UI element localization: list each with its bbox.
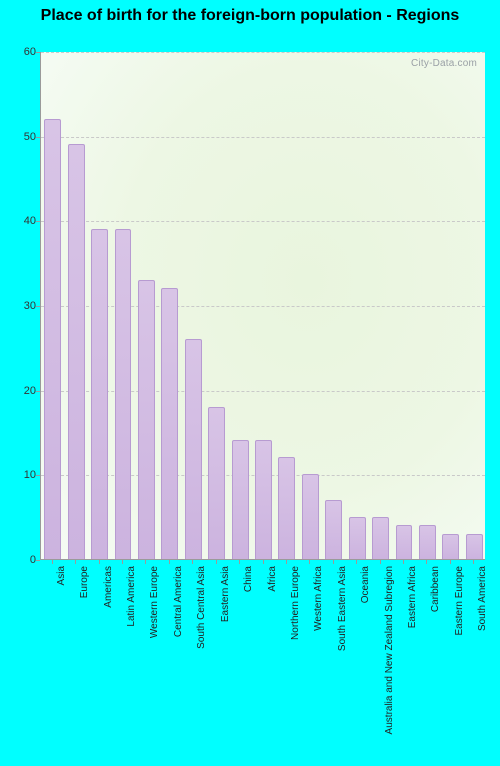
bar — [208, 407, 225, 559]
x-tick-label: Eastern Africa — [407, 566, 418, 766]
x-tick-label: Caribbean — [430, 566, 441, 766]
y-tick-label: 40 — [2, 215, 36, 227]
x-tick-label: Latin America — [126, 566, 137, 766]
chart-container: Place of birth for the foreign-born popu… — [0, 0, 500, 766]
x-tick-mark — [192, 560, 193, 564]
y-tick-label: 10 — [2, 469, 36, 481]
y-tick-mark — [36, 560, 40, 561]
x-tick-label: Asia — [56, 566, 67, 766]
bar — [278, 457, 295, 559]
y-tick-label: 60 — [2, 46, 36, 58]
bar — [161, 288, 178, 559]
x-tick-mark — [145, 560, 146, 564]
bar — [255, 440, 272, 559]
x-tick-label: Eastern Asia — [220, 566, 231, 766]
y-tick-label: 20 — [2, 385, 36, 397]
bar — [419, 525, 436, 559]
y-tick-label: 30 — [2, 300, 36, 312]
x-tick-mark — [473, 560, 474, 564]
y-tick-label: 0 — [2, 554, 36, 566]
watermark: City-Data.com — [411, 58, 477, 69]
x-tick-label: Northern Europe — [290, 566, 301, 766]
gridline — [41, 52, 485, 53]
bar — [466, 534, 483, 559]
gridline — [41, 221, 485, 222]
x-tick-label: Australia and New Zealand Subregion — [384, 566, 395, 766]
bar — [232, 440, 249, 559]
x-tick-label: Americas — [103, 566, 114, 766]
x-tick-mark — [122, 560, 123, 564]
bar — [396, 525, 413, 559]
x-tick-mark — [239, 560, 240, 564]
x-tick-mark — [52, 560, 53, 564]
bar — [372, 517, 389, 559]
x-tick-label: Eastern Europe — [454, 566, 465, 766]
x-tick-mark — [356, 560, 357, 564]
bar — [44, 119, 61, 559]
x-tick-mark — [426, 560, 427, 564]
x-tick-label: China — [243, 566, 254, 766]
x-tick-mark — [263, 560, 264, 564]
bar — [185, 339, 202, 559]
x-tick-mark — [403, 560, 404, 564]
x-tick-label: Africa — [267, 566, 278, 766]
bar — [138, 280, 155, 559]
y-tick-label: 50 — [2, 131, 36, 143]
x-tick-mark — [75, 560, 76, 564]
x-tick-label: Europe — [79, 566, 90, 766]
chart-title: Place of birth for the foreign-born popu… — [0, 6, 500, 26]
x-tick-mark — [99, 560, 100, 564]
x-tick-mark — [309, 560, 310, 564]
x-tick-label: Oceania — [360, 566, 371, 766]
bar — [91, 229, 108, 559]
bar — [325, 500, 342, 559]
x-tick-mark — [333, 560, 334, 564]
x-tick-mark — [380, 560, 381, 564]
x-tick-label: Western Europe — [149, 566, 160, 766]
x-tick-mark — [216, 560, 217, 564]
x-tick-mark — [286, 560, 287, 564]
x-tick-label: South Eastern Asia — [337, 566, 348, 766]
x-tick-label: South Central Asia — [196, 566, 207, 766]
bar — [68, 144, 85, 559]
bar — [115, 229, 132, 559]
bar — [442, 534, 459, 559]
x-tick-label: South America — [477, 566, 488, 766]
x-tick-mark — [450, 560, 451, 564]
plot-area: City-Data.com — [40, 52, 485, 560]
x-tick-label: Western Africa — [313, 566, 324, 766]
x-tick-label: Central America — [173, 566, 184, 766]
bar — [302, 474, 319, 559]
gridline — [41, 137, 485, 138]
x-tick-mark — [169, 560, 170, 564]
bar — [349, 517, 366, 559]
